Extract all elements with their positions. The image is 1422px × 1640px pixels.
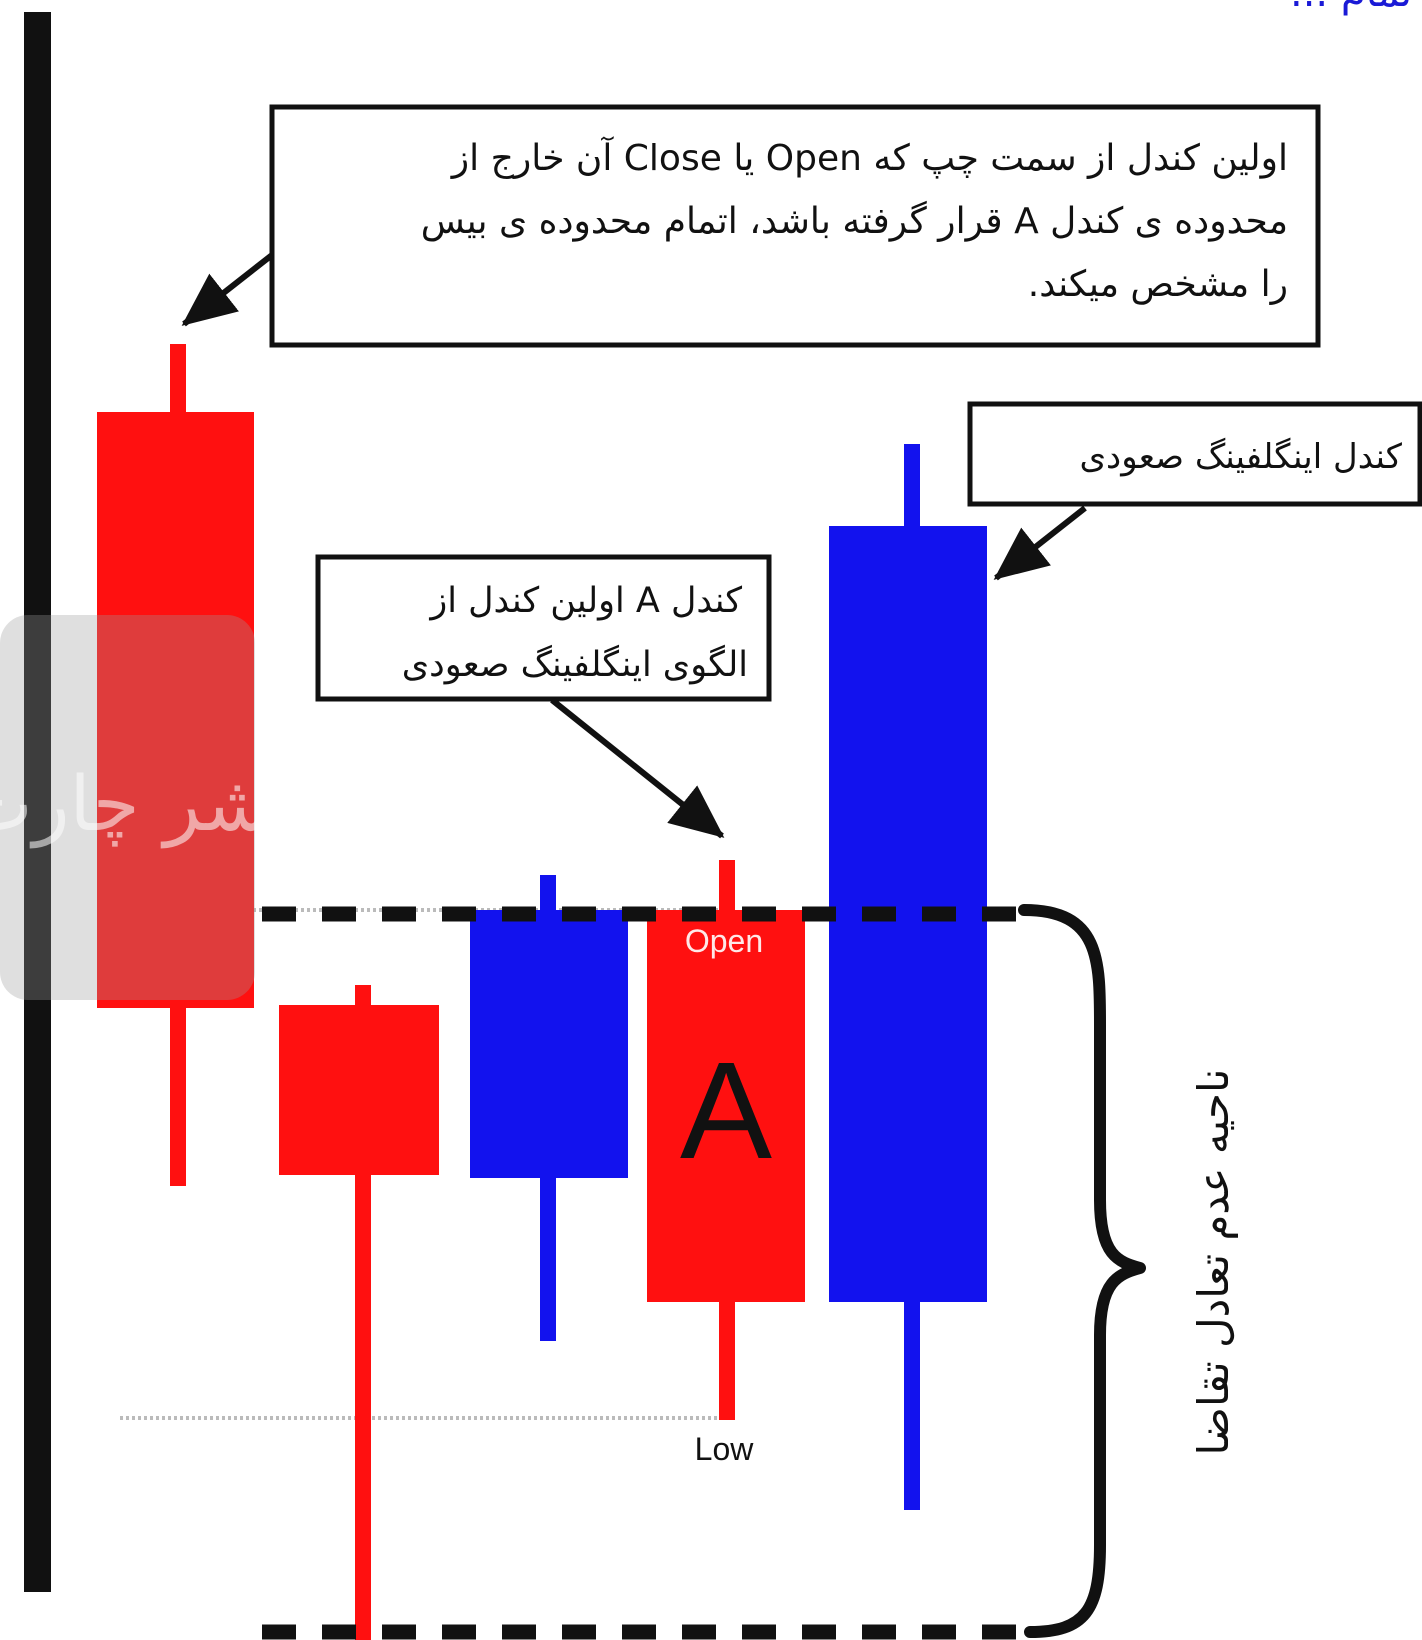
callout-base-end-line-3: را مشخص میکند.	[1028, 264, 1288, 305]
candle-engulfing-bullish	[829, 444, 987, 1510]
zone-curly-brace	[1018, 904, 1146, 1638]
open-label: Open	[685, 923, 763, 959]
callout-candle-a-box	[315, 554, 772, 702]
arrow-to-engulfing	[993, 505, 1087, 581]
callout-base-end-box	[269, 104, 1321, 348]
candle-1-body	[97, 412, 254, 1008]
candle-1-bearish	[97, 344, 254, 1186]
callout-engulfing-box	[967, 401, 1422, 507]
zone-label: ناحیه عدم تعادل تقاضا	[1189, 1069, 1238, 1456]
candle-engulfing-body	[829, 526, 987, 1302]
header-caption: ز تمام ...	[1290, 0, 1422, 16]
callout-base-end-line-1: اولین کندل از سمت چپ که Open یا Close آن…	[450, 135, 1288, 179]
callout-candle-a-line-1: کندل A اولین کندل از	[428, 581, 742, 621]
callout-base-end-line-2: محدوده ی کندل A قرار گرفته باشد، اتمام م…	[421, 200, 1288, 242]
candle-a-bearish	[647, 860, 805, 1420]
candle-2-body	[279, 1005, 439, 1175]
candle-a-letter: A	[680, 1034, 772, 1188]
watermark-text: نشر چارت	[0, 759, 295, 849]
candle-2-bearish	[279, 985, 439, 1640]
candle-a-body	[647, 910, 805, 1302]
callout-engulfing-line-1: کندل اینگلفینگ صعودی	[1079, 437, 1402, 477]
candle-3-body	[470, 910, 628, 1178]
arrow-to-candle-a	[550, 697, 725, 839]
low-label: Low	[695, 1431, 755, 1467]
arrow-to-candle-1	[181, 252, 274, 327]
watermark	[0, 615, 255, 1000]
callout-candle-a-line-2: الگوی اینگلفینگ صعودی	[402, 644, 748, 685]
left-border-bar	[24, 12, 51, 1592]
candle-3-bullish	[470, 875, 628, 1341]
